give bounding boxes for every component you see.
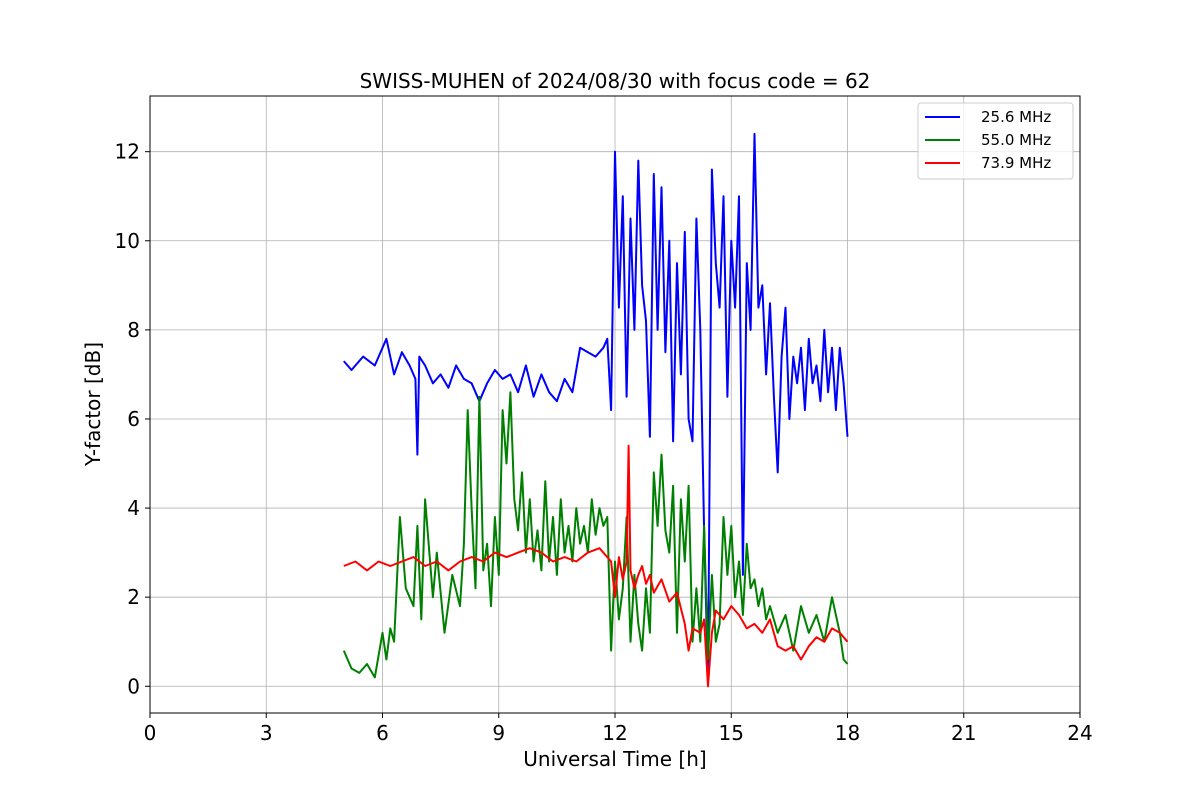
x-tick-label: 15 — [719, 721, 744, 745]
legend-label-2: 55.0 MHz — [981, 131, 1051, 149]
x-tick-label: 12 — [602, 721, 627, 745]
series-line-1 — [343, 132, 849, 683]
legend: 25.6 MHz 55.0 MHz 73.9 MHz — [917, 102, 1074, 180]
y-tick-label: 0 — [127, 674, 140, 698]
series-layer — [342, 132, 849, 688]
y-tick-label: 10 — [115, 229, 140, 253]
chart-title: SWISS-MUHEN of 2024/08/30 with focus cod… — [360, 69, 871, 93]
y-axis-title: Y-factor [dB] — [81, 342, 105, 467]
y-tick-label: 8 — [127, 318, 140, 342]
x-axis-title: Universal Time [h] — [523, 747, 706, 771]
x-tick-label: 21 — [951, 721, 976, 745]
y-tick-label: 2 — [127, 585, 140, 609]
x-tick-label: 0 — [144, 721, 157, 745]
x-tick-label: 6 — [376, 721, 389, 745]
y-tick-label: 4 — [127, 496, 140, 520]
x-tick-label: 9 — [492, 721, 505, 745]
series-line-2 — [342, 391, 849, 679]
legend-label-1: 25.6 MHz — [981, 108, 1051, 126]
y-tick-label: 12 — [115, 140, 140, 164]
legend-box — [917, 102, 1074, 180]
x-tick-label: 24 — [1067, 721, 1092, 745]
series-line-3 — [343, 444, 849, 688]
x-tick-label: 18 — [835, 721, 860, 745]
legend-label-3: 73.9 MHz — [981, 154, 1051, 172]
y-tick-label: 6 — [127, 407, 140, 431]
x-tick-label: 3 — [260, 721, 273, 745]
